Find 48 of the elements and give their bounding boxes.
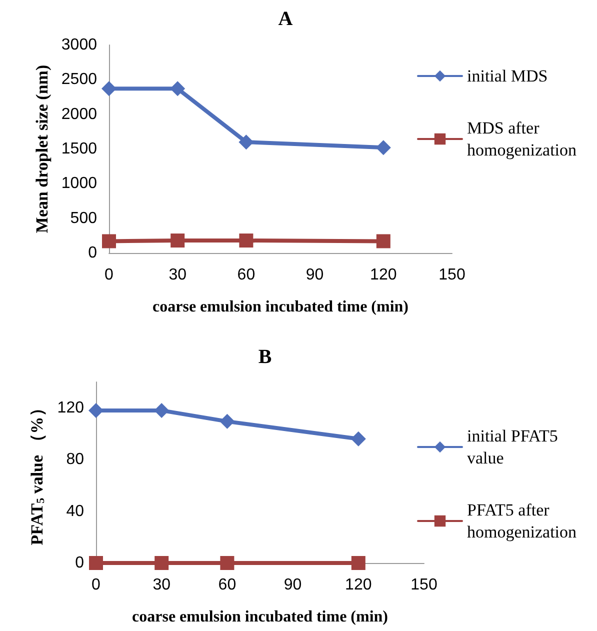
x-tick-label: 0 [104,266,114,284]
x-tick-label: 90 [284,576,302,594]
y-tick-label: 1500 [61,140,98,158]
point [170,234,185,248]
point [89,556,103,570]
x-tick-label: 30 [152,576,171,594]
x-tick-label: 150 [438,266,466,284]
y-tick-label: 2500 [61,71,98,88]
point [239,234,254,248]
x-tick-label: 120 [345,576,372,594]
point [238,134,254,150]
x-tick-label: 60 [218,576,236,594]
point [376,140,391,156]
point [102,81,116,96]
y-tick-label: 3000 [61,36,98,54]
y-tick-label: 80 [66,451,84,468]
point [154,402,170,418]
point [350,431,366,446]
x-tick-label: 60 [237,266,256,284]
chart-title: B [258,346,272,368]
y-tick-label: 1000 [61,175,98,192]
x-axis-title: coarse emulsion incubated time (min) [152,298,408,316]
legend-label: initial MDS [467,66,548,86]
point [154,556,169,570]
y-tick-label: 0 [88,244,98,262]
point [351,556,366,570]
legend-label: initial PFAT5 value [467,426,562,468]
legend-label: MDS after homogenization [467,118,578,160]
x-tick-label: 90 [306,266,324,284]
y-axis-title: PFAT5 value （%） [27,400,47,546]
y-tick-label: 0 [75,554,84,572]
x-axis-title: coarse emulsion incubated time (min) [132,608,388,626]
point [220,414,235,429]
point [102,234,116,248]
y-tick-label: 500 [70,210,98,227]
point [376,234,390,248]
y-axis-title: Mean droplet size (nm) [32,64,52,234]
point [170,81,186,96]
y-tick-label: 120 [57,399,84,416]
legend-label: PFAT5 after homogenization [467,500,578,542]
y-tick-label: 40 [66,502,84,520]
x-tick-label: 120 [370,266,397,284]
x-tick-label: 30 [168,266,187,284]
chart-title: A [278,8,294,30]
x-tick-label: 150 [410,576,438,594]
point [220,556,234,570]
point [88,402,104,418]
y-tick-label: 2000 [61,106,98,123]
